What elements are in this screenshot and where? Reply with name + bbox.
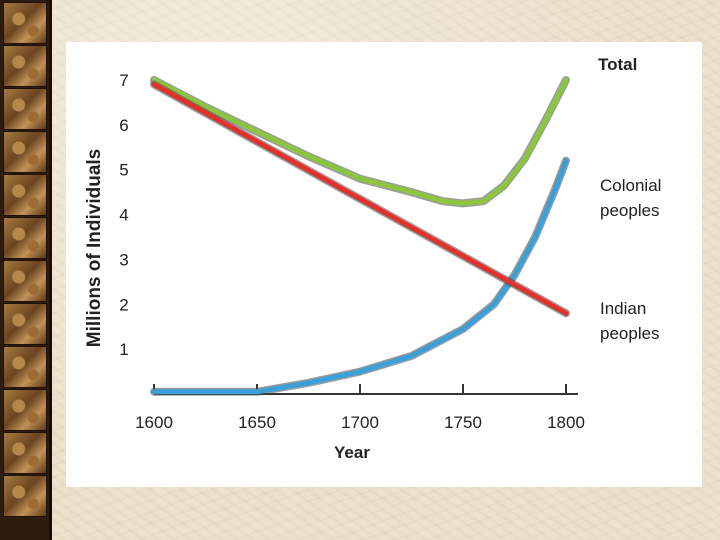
legend-colonial-line2: peoples xyxy=(600,201,660,220)
y-tick-label: 2 xyxy=(119,295,128,314)
border-tile xyxy=(3,2,47,44)
legend-indian-line1: Indian xyxy=(600,299,646,318)
x-tick-label: 1600 xyxy=(135,413,173,432)
border-tile xyxy=(3,475,47,517)
population-chart: 1600 1650 1700 1750 1800 1 2 3 4 5 6 7 Millions of … xyxy=(84,55,666,462)
x-tick-label: 1800 xyxy=(547,413,585,432)
border-tile xyxy=(3,432,47,474)
y-tick-label: 4 xyxy=(119,206,128,225)
y-axis-label: Millions of Individuals xyxy=(84,149,105,347)
y-tick-label: 1 xyxy=(119,340,128,359)
legend: Total Colonial peoples Indian peoples xyxy=(598,55,666,343)
x-tick-label: 1650 xyxy=(238,413,276,432)
border-tile xyxy=(3,260,47,302)
series-line-indian-peoples xyxy=(151,82,569,316)
legend-total: Total xyxy=(598,55,637,74)
y-tick-label: 7 xyxy=(119,71,128,90)
series-line-total xyxy=(151,77,569,206)
border-tile xyxy=(3,88,47,130)
chart-ticks: 1600 1650 1700 1750 1800 1 2 3 4 5 6 7 xyxy=(119,71,585,432)
y-tick-label: 6 xyxy=(119,116,128,135)
x-axis-label: Year xyxy=(334,443,370,462)
legend-colonial: Colonial peoples xyxy=(600,176,666,220)
y-tick-label: 5 xyxy=(119,161,128,180)
border-tile xyxy=(3,217,47,259)
border-tile xyxy=(3,45,47,87)
border-tile xyxy=(3,346,47,388)
border-tile xyxy=(3,303,47,345)
chart-panel: 1600 1650 1700 1750 1800 1 2 3 4 5 6 7 Millions of … xyxy=(66,42,702,487)
legend-indian-line2: peoples xyxy=(600,324,660,343)
legend-colonial-line1: Colonial xyxy=(600,176,661,195)
x-tick-label: 1750 xyxy=(444,413,482,432)
chart-series xyxy=(150,76,570,396)
border-tile xyxy=(3,389,47,431)
decorative-border xyxy=(0,0,52,540)
border-tile xyxy=(3,174,47,216)
border-tile xyxy=(3,131,47,173)
x-tick-label: 1700 xyxy=(341,413,379,432)
y-tick-label: 3 xyxy=(119,250,128,269)
legend-indian: Indian peoples xyxy=(600,299,660,343)
series-line-colonial-peoples xyxy=(151,158,569,395)
